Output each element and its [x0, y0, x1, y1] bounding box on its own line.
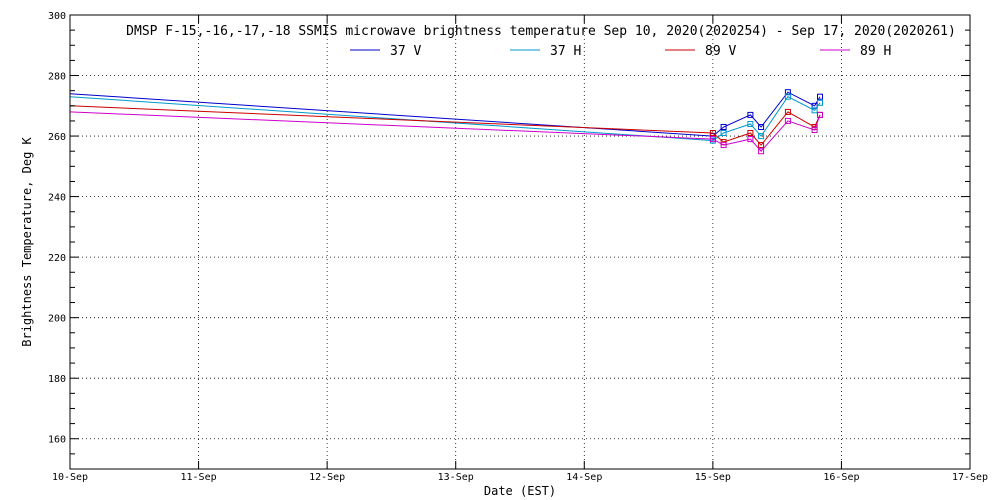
data-point-marker [758, 124, 765, 130]
data-point-marker [747, 111, 754, 118]
series-lines [69, 89, 823, 155]
data-point-marker [817, 99, 823, 106]
data-point-marker [720, 142, 727, 149]
data-point-marker [817, 111, 823, 118]
data-point-marker [747, 130, 754, 136]
axis-tick-labels: 10-Sep 11-Sep 12-Sep 13-Sep 14-Sep 15-Sep 16-S… [48, 11, 988, 483]
series-line-89v [69, 105, 821, 146]
legend-label: 89 H [860, 44, 891, 59]
legend-label: 89 V [705, 44, 736, 59]
y-axis-title: Brightness Temperature, Deg K [20, 136, 34, 346]
legend-label: 37 V [390, 44, 421, 59]
data-point-marker [784, 117, 791, 124]
legend: 37 V 37 H 89 V 89 H [350, 44, 891, 59]
data-point-marker [709, 136, 716, 143]
data-point-marker [817, 93, 823, 100]
data-point-marker [811, 107, 818, 114]
plot-frame [69, 14, 971, 470]
data-point-marker [720, 124, 727, 130]
data-point-marker [758, 133, 765, 140]
data-point-marker [758, 142, 765, 149]
series-line-37h [69, 96, 821, 142]
legend-label: 37 H [550, 44, 581, 59]
data-point-marker [784, 108, 791, 115]
data-point-marker [758, 148, 765, 155]
y-tick-label: 260 [48, 132, 66, 143]
chart-title: DMSP F-15,-16,-17,-18 SSMIS microwave br… [126, 24, 956, 39]
x-tick-label: 11-Sep [181, 472, 217, 483]
x-axis-title: Date (EST) [484, 484, 556, 498]
axis-ticks [69, 14, 971, 470]
y-tick-label: 240 [48, 193, 66, 204]
x-tick-label: 17-Sep [952, 472, 988, 483]
y-tick-label: 160 [48, 435, 66, 446]
data-point-marker [720, 130, 727, 136]
x-tick-label: 15-Sep [695, 472, 731, 483]
data-point-marker [747, 121, 754, 127]
data-point-marker [709, 130, 716, 136]
x-tick-label: 14-Sep [566, 472, 602, 483]
x-tick-label: 16-Sep [823, 472, 859, 483]
y-tick-label: 200 [48, 314, 66, 325]
data-point-marker [811, 127, 818, 133]
y-tick-label: 300 [48, 11, 66, 22]
x-tick-label: 10-Sep [52, 472, 88, 483]
grid-lines [70, 15, 970, 469]
data-point-marker [747, 136, 754, 143]
y-tick-label: 180 [48, 374, 66, 385]
x-tick-label: 12-Sep [309, 472, 345, 483]
series-line-37v [69, 91, 821, 137]
y-tick-label: 280 [48, 72, 66, 83]
series-line-89h [69, 111, 821, 152]
y-tick-label: 220 [48, 253, 66, 264]
data-point-marker [784, 93, 791, 100]
x-tick-label: 13-Sep [438, 472, 474, 483]
